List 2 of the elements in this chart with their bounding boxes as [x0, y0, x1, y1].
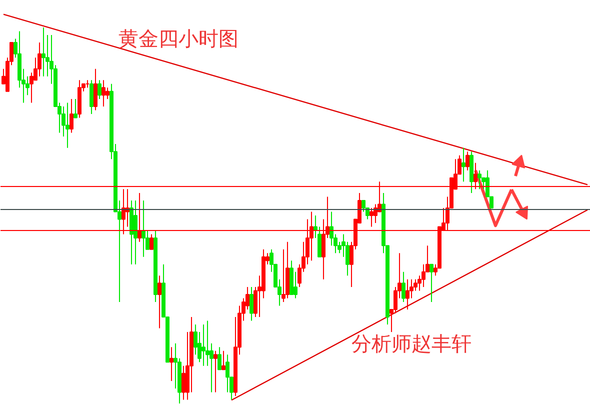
chart-title: 黄金四小时图: [118, 26, 238, 50]
annotation: 分析师赵丰轩: [352, 332, 472, 356]
